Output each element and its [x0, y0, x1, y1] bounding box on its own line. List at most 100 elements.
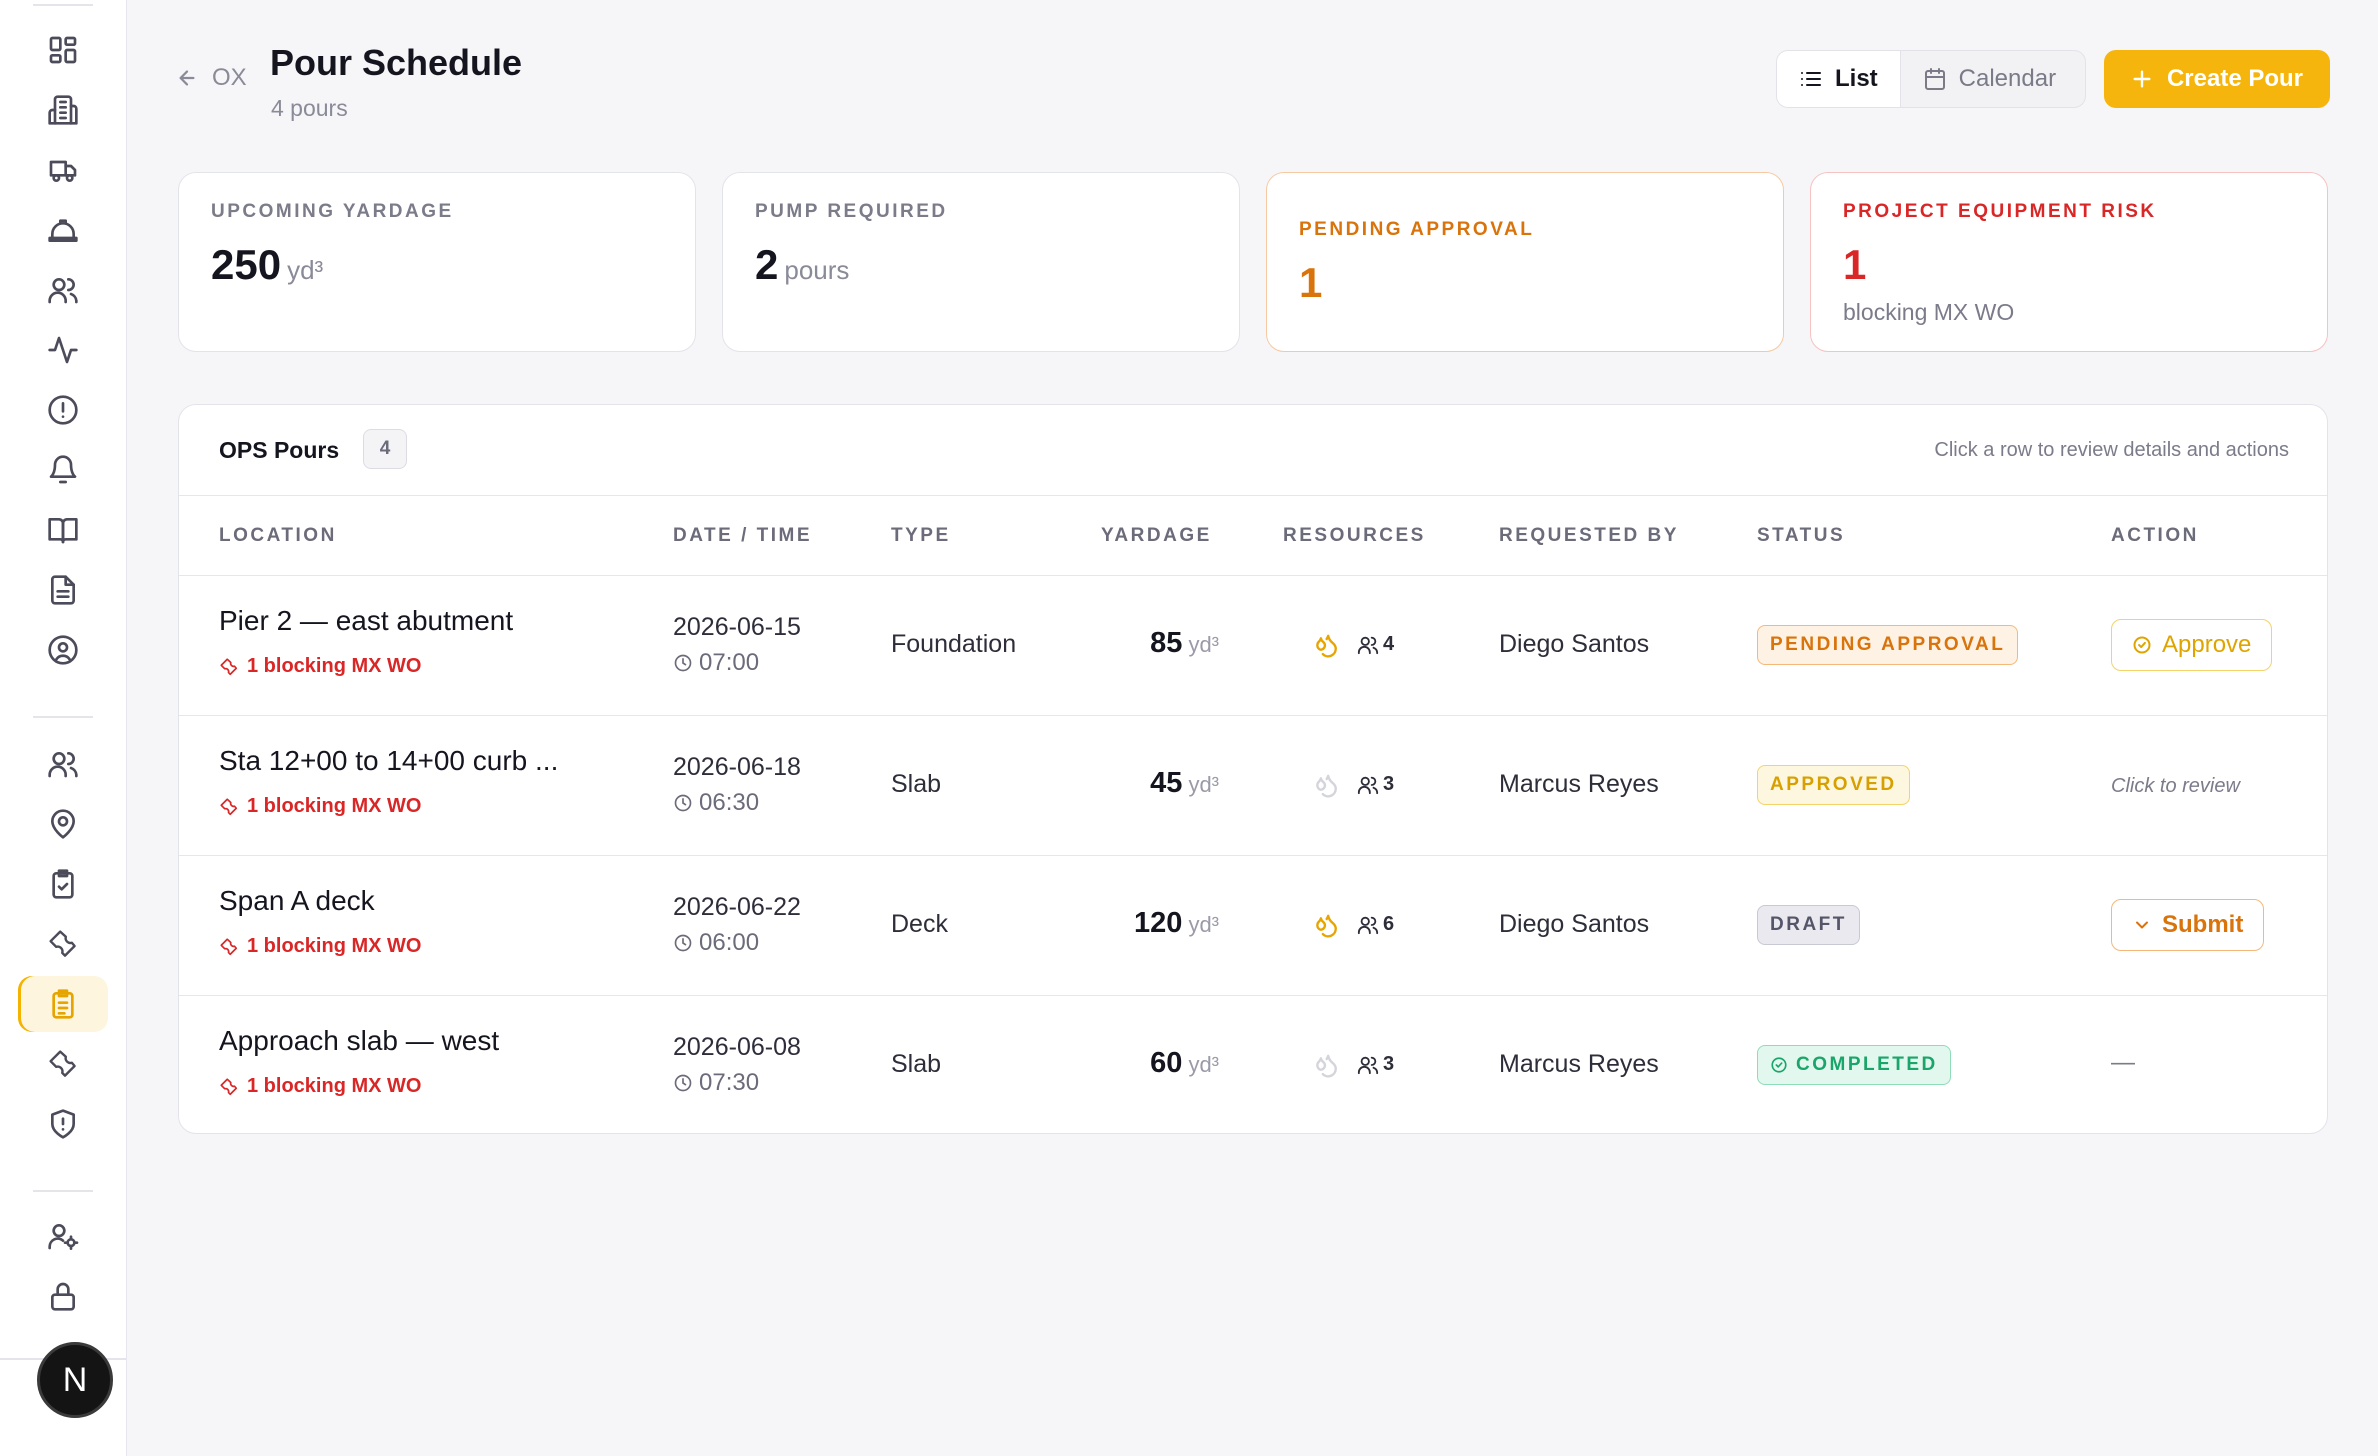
clipboard-list-icon [52, 989, 74, 1019]
pump-icon-wrap [1313, 772, 1339, 803]
pump-droplets-icon [1316, 914, 1337, 938]
column-header-resources[interactable]: RESOURCES [1283, 525, 1426, 546]
stat-value: 2 pours [755, 241, 1207, 289]
sidebar-item-notifications[interactable] [18, 442, 108, 498]
view-list-label: List [1835, 65, 1878, 92]
count-badge: 4 [363, 429, 407, 469]
crew-count: 3 [1357, 773, 1394, 796]
back-label: OX [212, 64, 247, 91]
location-name: Pier 2 — east abutment [219, 605, 514, 636]
approve-button[interactable]: Approve [2111, 619, 2273, 671]
column-header-type[interactable]: TYPE [891, 525, 951, 546]
blocking-wo-link[interactable]: 1 blocking MX WO [219, 655, 421, 678]
sidebar-item-user-settings[interactable] [18, 1208, 108, 1264]
sidebar-item-safety[interactable] [18, 202, 108, 258]
truck-icon [49, 160, 77, 182]
table-row[interactable]: Span A deck 1 blocking MX WO 2026-06-22 … [179, 855, 2327, 996]
stat-value: 1 [1299, 259, 1323, 306]
pour-date: 2026-06-22 [673, 893, 801, 921]
column-header-status[interactable]: STATUS [1757, 525, 1846, 546]
pour-yardage: 120 yd³ [1134, 907, 1219, 940]
users-icon [48, 752, 78, 778]
page-title: Pour Schedule [270, 42, 523, 83]
calendar-icon [1924, 68, 1945, 90]
sidebar-item-activity[interactable] [18, 322, 108, 378]
requested-by: Marcus Reyes [1499, 770, 1659, 798]
pour-type: Slab [891, 1050, 942, 1078]
sidebar-item-team[interactable] [18, 262, 108, 318]
pump-icon-wrap [1313, 1052, 1339, 1083]
pour-date: 2026-06-15 [673, 613, 801, 641]
view-toggle: List Calendar [1776, 50, 2086, 108]
sidebar-item-documents[interactable] [18, 562, 108, 618]
activity-icon [48, 336, 78, 364]
document-icon [51, 575, 75, 605]
table-row[interactable]: Approach slab — west 1 blocking MX WO 20… [179, 995, 2327, 1133]
stat-value: 1 [1843, 241, 1867, 288]
page-subtitle: 4 pours [271, 95, 348, 121]
wrench-icon [220, 797, 238, 815]
status-badge: APPROVED [1757, 765, 1910, 805]
stat-card-upcoming-yardage: UPCOMING YARDAGE 250 yd³ [178, 172, 696, 352]
crew-count: 6 [1357, 913, 1394, 936]
sidebar-item-maintenance[interactable] [18, 916, 108, 972]
sidebar-item-dashboard[interactable] [18, 22, 108, 78]
column-header-action[interactable]: ACTION [2111, 525, 2199, 546]
column-header-location[interactable]: LOCATION [219, 525, 337, 546]
column-header-yardage[interactable]: YARDAGE [1101, 525, 1212, 546]
column-header-date-time[interactable]: DATE / TIME [673, 525, 813, 546]
sidebar-item-buildings[interactable] [18, 82, 108, 138]
clock-icon [674, 1074, 692, 1092]
stat-label: PROJECT EQUIPMENT RISK [1843, 201, 2157, 222]
blocking-wo-link[interactable]: 1 blocking MX WO [219, 795, 421, 818]
sidebar-item-security[interactable] [18, 1268, 108, 1324]
user-cog-icon [48, 1224, 79, 1250]
location-name: Approach slab — west [219, 1025, 500, 1056]
crew-count: 4 [1357, 633, 1394, 656]
sidebar-item-compliance[interactable] [18, 1096, 108, 1152]
crew-value: 3 [1383, 1053, 1395, 1075]
sidebar-item-trucks[interactable] [18, 142, 108, 198]
stat-value: 250 yd³ [211, 241, 663, 289]
sidebar-divider [33, 1190, 93, 1192]
blocking-wo-link[interactable]: 1 blocking MX WO [219, 935, 421, 958]
table-row[interactable]: Sta 12+00 to 14+00 curb ... 1 blocking M… [179, 715, 2327, 856]
sidebar-divider [33, 716, 93, 718]
pump-droplets-icon [1316, 634, 1337, 658]
click-to-review-hint: Click to review [2111, 775, 2240, 797]
sidebar-item-inspections[interactable] [18, 856, 108, 912]
requested-by: Diego Santos [1499, 910, 1650, 938]
user-circle-icon [48, 635, 78, 665]
wrench-icon [49, 1050, 76, 1077]
crew-count: 3 [1357, 1053, 1394, 1076]
sidebar-item-crews[interactable] [18, 736, 108, 792]
avatar[interactable]: N [37, 1342, 113, 1418]
check-circle-icon [2133, 636, 2151, 654]
panel-header: OPS Pours 4 Click a row to review detail… [179, 405, 2327, 496]
sidebar-item-tools[interactable] [18, 1036, 108, 1092]
stat-card-pending-approval[interactable]: PENDING APPROVAL 1 [1266, 172, 1784, 352]
clock-icon [674, 934, 692, 952]
back-link[interactable]: OX [176, 64, 247, 92]
view-calendar-button[interactable]: Calendar [1901, 51, 2078, 107]
sidebar-item-pour-schedule[interactable] [18, 976, 108, 1032]
create-pour-button[interactable]: Create Pour [2104, 50, 2330, 108]
pump-droplets-icon [1316, 1054, 1337, 1078]
location-name: Sta 12+00 to 14+00 curb ... [219, 745, 559, 776]
column-header-requested-by[interactable]: REQUESTED BY [1499, 525, 1679, 546]
panel-hint: Click a row to review details and action… [1934, 439, 2289, 461]
sidebar-item-profile[interactable] [18, 622, 108, 678]
view-list-button[interactable]: List [1777, 51, 1901, 107]
users-icon [1357, 636, 1379, 654]
sidebar-item-locations[interactable] [18, 796, 108, 852]
blocking-wo-link[interactable]: 1 blocking MX WO [219, 1075, 421, 1098]
sidebar-item-alerts[interactable] [18, 382, 108, 438]
sidebar-item-library[interactable] [18, 502, 108, 558]
time-value: 06:00 [699, 929, 760, 956]
wrench-icon [220, 937, 238, 955]
stat-card-equipment-risk[interactable]: PROJECT EQUIPMENT RISK 1 blocking MX WO [1810, 172, 2328, 352]
stat-number: 2 [755, 241, 779, 288]
submit-button[interactable]: Submit [2111, 899, 2265, 951]
table-row[interactable]: Pier 2 — east abutment 1 blocking MX WO … [179, 575, 2327, 716]
pour-yardage: 60 yd³ [1150, 1047, 1219, 1080]
